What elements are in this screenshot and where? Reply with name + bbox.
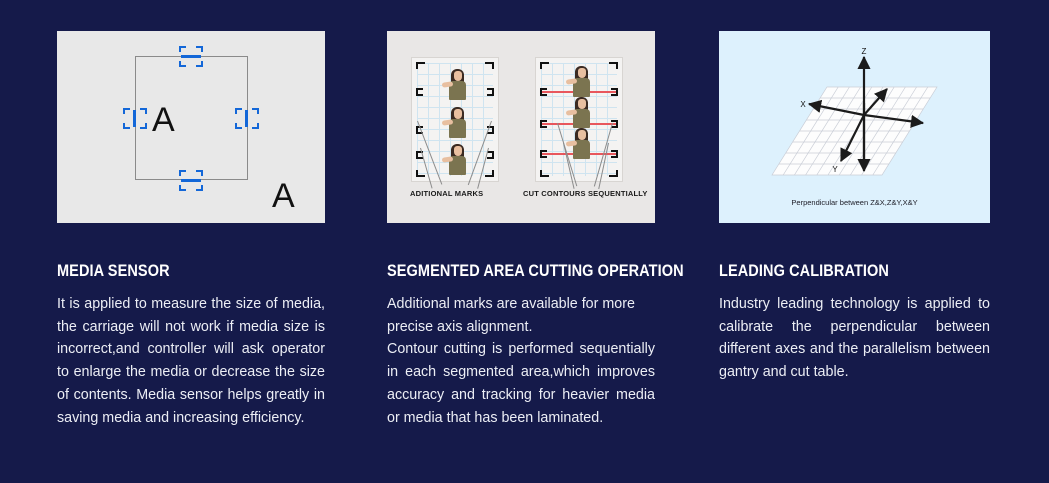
crop-corner-icon — [540, 170, 549, 177]
artwork-figure — [441, 68, 471, 100]
registration-mark-left-icon — [123, 108, 147, 129]
crop-corner-icon — [416, 170, 425, 177]
crop-corner-icon — [416, 62, 425, 69]
axis-label-x: X — [800, 100, 806, 109]
registration-mark-top-icon — [179, 46, 203, 67]
feature-paragraph: Contour cutting is performed sequentiall… — [387, 341, 655, 426]
crop-corner-icon — [485, 62, 494, 69]
crop-corner-icon — [609, 62, 618, 69]
diagram-caption-additional-marks: ADITIONAL MARKS — [410, 189, 484, 198]
diagram-cut-contours — [535, 57, 623, 182]
feature-title-leading-calibration: LEADING CALIBRATION — [719, 262, 889, 280]
segmented-cutting-illustration: ADITIONAL MARKS CUT CONTOURS SEQUENTIALL… — [387, 31, 655, 223]
artwork-figure — [565, 65, 595, 97]
media-sensor-illustration: A A — [57, 31, 325, 223]
artwork-figure — [441, 143, 471, 175]
feature-paragraph: It is applied to measure the size of med… — [57, 296, 325, 426]
feature-paragraph: Additional marks are available for more … — [387, 296, 635, 335]
crop-corner-icon — [609, 170, 618, 177]
media-letter-a-bottom: A — [272, 177, 295, 215]
calibration-illustration: Z X Y Perpendicular between Z&X,Z&Y,X&Y — [719, 31, 990, 223]
feature-card-leading-calibration: Z X Y Perpendicular between Z&X,Z&Y,X&Y … — [719, 31, 990, 384]
feature-title-segmented-cutting: SEGMENTED AREA CUTTING OPERATION — [387, 262, 684, 280]
feature-title-media-sensor: MEDIA SENSOR — [57, 262, 170, 280]
diagram-caption-cut-contours: CUT CONTOURS SEQUENTIALLY — [523, 189, 648, 198]
crop-corner-icon — [485, 170, 494, 177]
registration-mark-right-icon — [235, 108, 259, 129]
segment-tick-row — [536, 88, 622, 96]
feature-card-segmented-cutting: ADITIONAL MARKS CUT CONTOURS SEQUENTIALL… — [387, 31, 684, 429]
feature-card-media-sensor: A A MEDIA SENSOR — [57, 31, 325, 429]
registration-mark-bottom-icon — [179, 170, 203, 191]
calibration-caption: Perpendicular between Z&X,Z&Y,X&Y — [791, 198, 918, 207]
feature-body-segmented-cutting: Additional marks are available for more … — [387, 293, 655, 429]
artwork-figure — [565, 96, 595, 128]
segment-tick-row — [412, 88, 498, 96]
feature-body-media-sensor: It is applied to measure the size of med… — [57, 293, 325, 429]
media-letter-a-top: A — [152, 101, 175, 139]
segment-tick-row — [536, 150, 622, 158]
axis-label-y: Y — [832, 165, 838, 174]
axis-label-z: Z — [862, 47, 867, 56]
crop-corner-icon — [540, 62, 549, 69]
artwork-figure — [441, 106, 471, 138]
feature-body-leading-calibration: Industry leading technology is applied t… — [719, 293, 990, 384]
axes-3d-diagram: Z X Y — [771, 47, 938, 176]
segment-tick-row — [412, 151, 498, 159]
artwork-figure — [565, 127, 595, 159]
segment-tick-row — [536, 120, 622, 128]
feature-paragraph: Industry leading technology is applied t… — [719, 296, 990, 381]
